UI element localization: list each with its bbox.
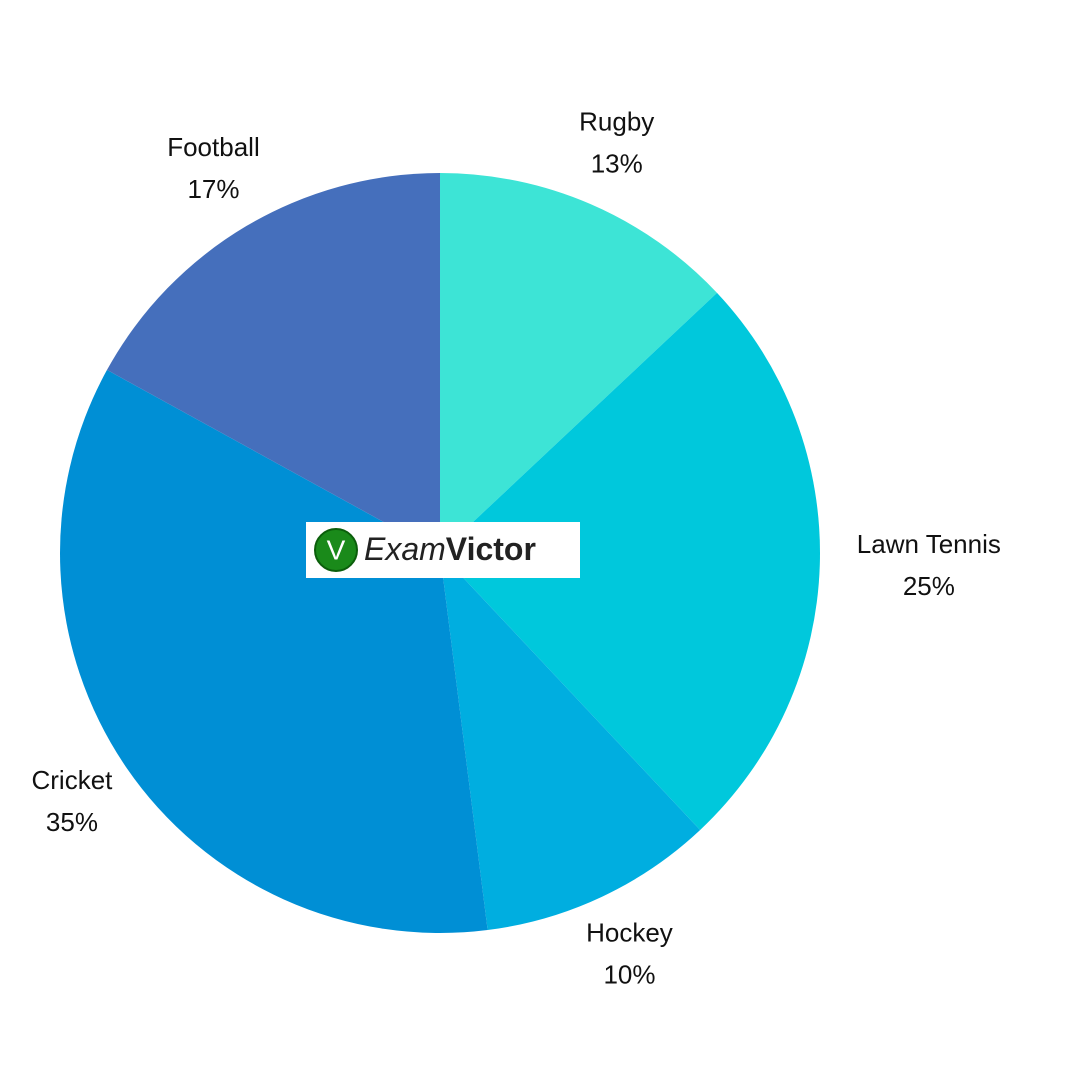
logo-text-exam: Exam	[364, 531, 446, 567]
slice-value-label: 13%	[591, 148, 643, 178]
slice-value-label: 35%	[46, 807, 98, 837]
slice-label: Lawn Tennis	[857, 529, 1001, 559]
logo-text: ExamVictor	[364, 531, 536, 567]
slice-label: Rugby	[579, 106, 654, 136]
logo: V ExamVictor	[306, 522, 580, 578]
slice-value-label: 10%	[603, 960, 655, 990]
pie-slice	[440, 173, 718, 553]
pie-slice	[440, 553, 701, 931]
slice-label: Hockey	[586, 918, 673, 948]
pie-slice	[440, 292, 820, 831]
pie-slice	[107, 173, 440, 553]
slice-value-label: 25%	[903, 571, 955, 601]
slice-value-label: 17%	[187, 174, 239, 204]
logo-icon-letter: V	[327, 534, 346, 565]
pie-slice	[59, 369, 488, 933]
logo-icon	[314, 528, 358, 572]
slice-label: Football	[167, 132, 260, 162]
logo-text-victor: Victor	[446, 531, 536, 567]
slice-label: Cricket	[31, 765, 113, 795]
